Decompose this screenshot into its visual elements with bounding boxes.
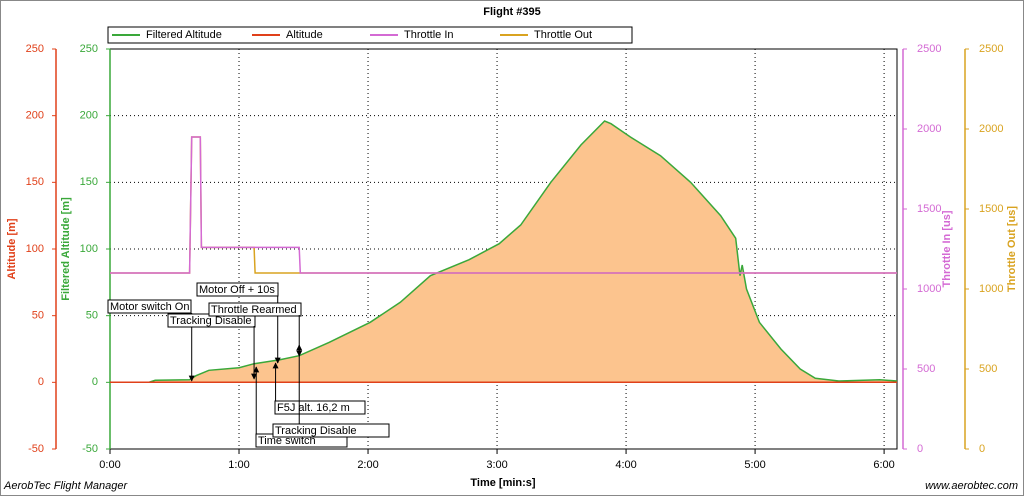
y-tick-label: 250 — [26, 43, 44, 55]
footer-left: AerobTec Flight Manager — [3, 480, 128, 492]
annotation-box — [208, 302, 302, 317]
annotation-box — [274, 400, 366, 415]
y-tick-label: 1000 — [917, 283, 941, 295]
y-axis-label: Altitude [m] — [6, 218, 18, 279]
legend-label: Filtered Altitude — [146, 29, 222, 41]
y-tick-label: 250 — [80, 43, 98, 55]
y-tick-label: 2500 — [917, 43, 941, 55]
annotation-text: F5J alt. 16,2 m — [277, 402, 350, 414]
annotation-box — [107, 299, 192, 314]
y-tick-label: 0 — [92, 376, 98, 388]
y-tick-label: -50 — [28, 443, 44, 455]
x-tick-label: 6:00 — [873, 459, 894, 471]
y-tick-label: 2000 — [917, 123, 941, 135]
y-tick-label: 150 — [80, 176, 98, 188]
y-tick-label: 2000 — [979, 123, 1003, 135]
y-tick-label: 0 — [38, 376, 44, 388]
area — [110, 121, 897, 383]
x-axis-label: Time [min:s] — [470, 477, 536, 489]
y-tick-label: -50 — [82, 443, 98, 455]
series-line — [110, 120, 898, 384]
x-tick-label: 5:00 — [744, 459, 765, 471]
x-tick-label: 2:00 — [357, 459, 378, 471]
y-tick-label: 100 — [80, 243, 98, 255]
x-tick-label: 3:00 — [486, 459, 507, 471]
x-tick-label: 0:00 — [99, 459, 120, 471]
x-tick-label: 4:00 — [615, 459, 636, 471]
annotation-text: Tracking Disable — [170, 315, 252, 327]
annotation-box — [196, 282, 279, 297]
annotation-text: Tracking Disable — [275, 425, 357, 437]
y-tick-label: 200 — [26, 110, 44, 122]
y-tick-label: 2500 — [979, 43, 1003, 55]
y-axis-label: Throttle In [us] — [941, 210, 953, 287]
y-tick-label: 500 — [979, 363, 997, 375]
annotation-text: Motor Off + 10s — [199, 284, 275, 296]
y-tick-label: 100 — [26, 243, 44, 255]
y-tick-label: 200 — [80, 110, 98, 122]
y-tick-label: 50 — [86, 310, 98, 322]
y-tick-label: 150 — [26, 176, 44, 188]
y-tick-label: 0 — [979, 443, 985, 455]
x-tick-label: 1:00 — [228, 459, 249, 471]
y-axis-label: Throttle Out [us] — [1006, 206, 1018, 292]
y-tick-label: 1500 — [917, 203, 941, 215]
y-tick-label: 50 — [32, 310, 44, 322]
legend-label: Throttle Out — [534, 29, 592, 41]
y-tick-label: 500 — [917, 363, 935, 375]
y-tick-label: 0 — [917, 443, 923, 455]
annotation-text: Motor switch On — [110, 301, 189, 313]
footer-right: www.aerobtec.com — [925, 480, 1018, 492]
y-tick-label: 1000 — [979, 283, 1003, 295]
annotation-box — [272, 423, 390, 438]
chart-title: Flight #395 — [483, 6, 540, 18]
legend-label: Throttle In — [404, 29, 454, 41]
y-axis-label: Filtered Altitude [m] — [60, 197, 72, 301]
annotation-text: Time switch — [258, 435, 316, 447]
legend-label: Altitude — [286, 29, 323, 41]
annotation-text: Throttle Rearmed — [211, 304, 297, 316]
y-tick-label: 1500 — [979, 203, 1003, 215]
series-line — [110, 136, 897, 274]
